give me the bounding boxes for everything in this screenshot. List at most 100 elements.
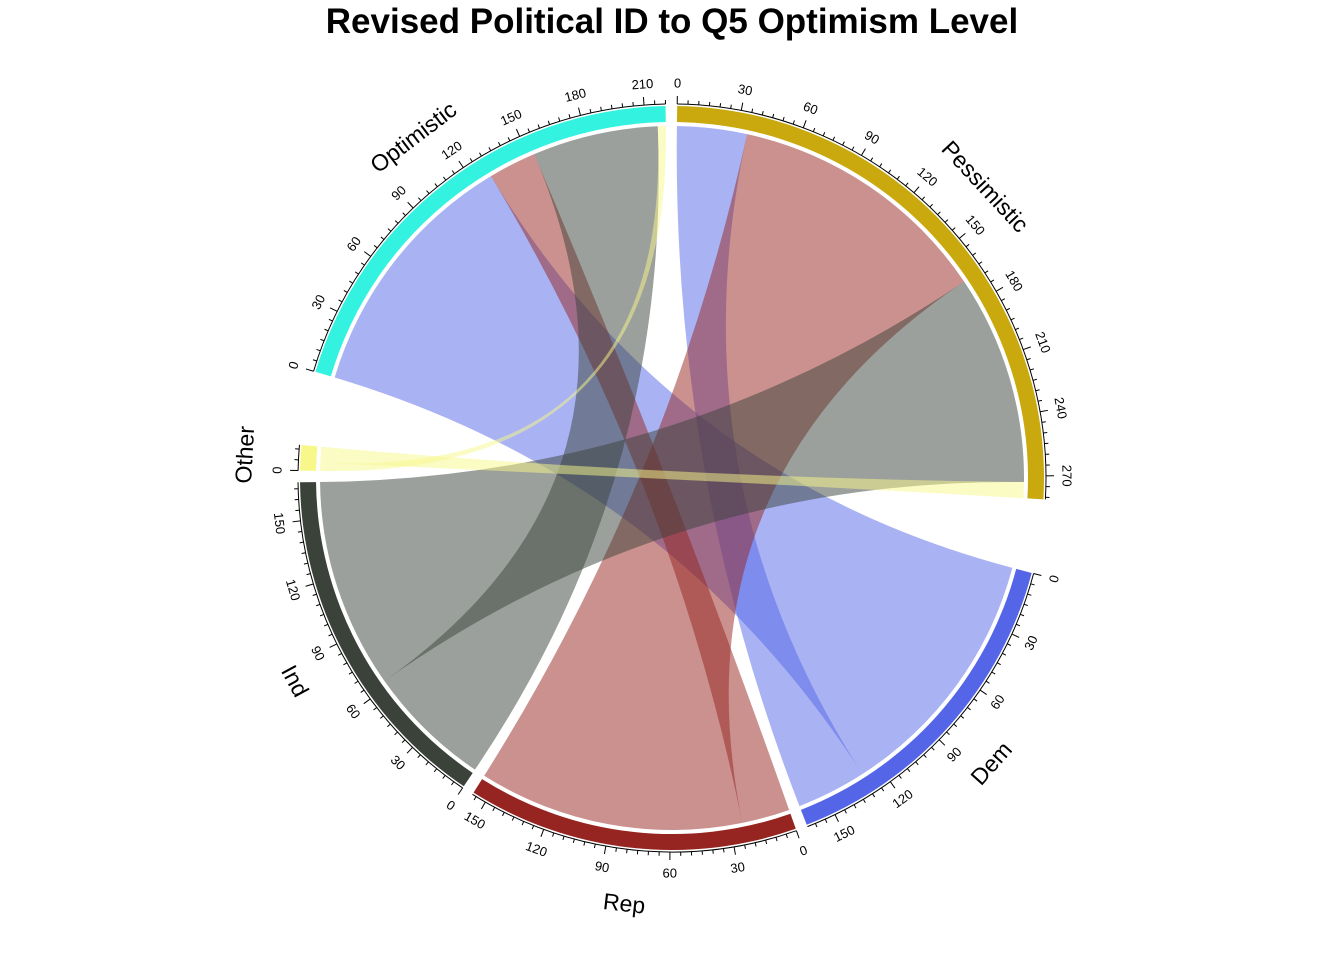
tick-mark-optimistic-180 bbox=[578, 107, 581, 116]
tick-mark-ind-115 bbox=[312, 593, 317, 596]
tick-mark-rep-135 bbox=[511, 816, 515, 821]
tick-mark-optimistic-115 bbox=[451, 170, 455, 175]
tick-mark-pessimistic-20 bbox=[719, 103, 722, 108]
tick-mark-optimistic-135 bbox=[488, 147, 492, 152]
tick-mark-pessimistic-50 bbox=[782, 116, 785, 121]
tick-mark-pessimistic-70 bbox=[822, 132, 826, 137]
tick-mark-optimistic-70 bbox=[380, 236, 385, 240]
chart-title: Revised Political ID to Q5 Optimism Leve… bbox=[325, 2, 1019, 41]
tick-mark-pessimistic-75 bbox=[832, 136, 836, 141]
tick-mark-pessimistic-190 bbox=[1006, 307, 1011, 311]
sector-ring-rep bbox=[473, 779, 796, 850]
tick-mark-pessimistic-125 bbox=[921, 196, 926, 201]
tick-mark-ind-30 bbox=[406, 747, 413, 754]
tick-mark-rep-120 bbox=[540, 829, 545, 837]
sector-other: 0 Other bbox=[230, 425, 318, 484]
tick-mark-optimistic-150 bbox=[515, 128, 521, 137]
tick-mark-optimistic-5 bbox=[312, 359, 317, 362]
tick-mark-optimistic-130 bbox=[479, 152, 482, 157]
tick-mark-pessimistic-60 bbox=[802, 120, 807, 128]
tick-mark-dem-45 bbox=[996, 662, 1001, 666]
tick-mark-pessimistic-220 bbox=[1029, 368, 1035, 371]
tick-label-pessimistic-210: 210 bbox=[1032, 330, 1054, 356]
tick-mark-pessimistic-170 bbox=[984, 270, 989, 274]
tick-mark-pessimistic-45 bbox=[772, 113, 775, 118]
tick-mark-ind-65 bbox=[360, 689, 365, 693]
tick-mark-pessimistic-185 bbox=[1001, 298, 1006, 302]
tick-label-dem-0: 0 bbox=[1046, 573, 1062, 584]
tick-mark-ind-0 bbox=[457, 787, 464, 795]
tick-mark-rep-110 bbox=[562, 835, 565, 841]
tick-mark-optimistic-105 bbox=[434, 183, 438, 188]
tick-mark-optimistic-40 bbox=[343, 289, 348, 293]
sector-label-rep: Rep bbox=[602, 888, 647, 919]
tick-mark-optimistic-60 bbox=[363, 251, 372, 257]
tick-mark-optimistic-155 bbox=[527, 128, 530, 133]
tick-label-pessimistic-120: 120 bbox=[914, 164, 940, 189]
tick-mark-dem-95 bbox=[931, 746, 935, 751]
tick-label-ind-90: 90 bbox=[308, 643, 328, 663]
sector-label-dem: Dem bbox=[965, 736, 1017, 790]
tick-mark-optimistic-10 bbox=[316, 348, 321, 352]
tick-mark-optimistic-35 bbox=[338, 299, 343, 303]
tick-mark-ind-75 bbox=[348, 671, 353, 675]
tick-mark-optimistic-190 bbox=[600, 106, 602, 111]
tick-label-optimistic-30: 30 bbox=[308, 292, 328, 312]
tick-label-optimistic-90: 90 bbox=[388, 182, 409, 203]
tick-label-pessimistic-150: 150 bbox=[963, 212, 988, 238]
tick-mark-ind-25 bbox=[417, 754, 421, 759]
tick-label-pessimistic-30: 30 bbox=[737, 81, 754, 98]
tick-mark-pessimistic-25 bbox=[730, 104, 732, 109]
tick-mark-pessimistic-235 bbox=[1037, 399, 1043, 402]
tick-mark-dem-55 bbox=[985, 680, 990, 684]
tick-mark-optimistic-110 bbox=[443, 176, 447, 181]
tick-mark-pessimistic-230 bbox=[1035, 389, 1040, 392]
tick-mark-optimistic-145 bbox=[507, 137, 511, 142]
tick-label-dem-150: 150 bbox=[831, 822, 857, 845]
tick-mark-pessimistic-240 bbox=[1039, 409, 1049, 413]
tick-mark-dem-105 bbox=[915, 761, 919, 766]
tick-mark-dem-145 bbox=[844, 809, 847, 814]
tick-mark-dem-75 bbox=[960, 715, 965, 719]
tick-mark-pessimistic-145 bbox=[951, 227, 956, 231]
tick-mark-ind-5 bbox=[451, 781, 455, 786]
tick-mark-dem-125 bbox=[881, 787, 885, 792]
tick-mark-pessimistic-35 bbox=[751, 108, 754, 113]
tick-mark-rep-35 bbox=[722, 848, 725, 853]
tick-mark-optimistic-95 bbox=[417, 197, 422, 202]
tick-mark-optimistic-50 bbox=[354, 271, 359, 275]
tick-mark-dem-65 bbox=[973, 698, 978, 702]
tick-label-ind-150: 150 bbox=[271, 512, 288, 535]
tick-mark-pessimistic-115 bbox=[905, 182, 909, 187]
tick-mark-optimistic-170 bbox=[558, 117, 561, 122]
sector-axis-optimistic bbox=[313, 103, 666, 372]
tick-mark-optimistic-85 bbox=[402, 212, 406, 216]
tick-mark-pessimistic-120 bbox=[913, 186, 920, 194]
tick-mark-pessimistic-90 bbox=[860, 148, 866, 156]
links-layer bbox=[320, 126, 1025, 830]
tick-mark-pessimistic-155 bbox=[965, 243, 970, 248]
tick-mark-dem-20 bbox=[1020, 613, 1025, 617]
tick-label-rep-60: 60 bbox=[663, 865, 678, 880]
tick-mark-pessimistic-95 bbox=[870, 157, 874, 162]
tick-mark-dem-50 bbox=[991, 671, 996, 675]
tick-mark-pessimistic-140 bbox=[944, 219, 949, 223]
tick-label-optimistic-210: 210 bbox=[631, 76, 654, 93]
tick-mark-ind-90 bbox=[329, 643, 338, 648]
tick-label-optimistic-0: 0 bbox=[285, 360, 301, 371]
tick-mark-pessimistic-55 bbox=[792, 120, 795, 125]
tick-mark-dem-30 bbox=[1011, 633, 1020, 638]
sector-label-ind: Ind bbox=[276, 661, 314, 701]
tick-mark-ind-145 bbox=[297, 531, 302, 533]
tick-mark-optimistic-160 bbox=[537, 124, 540, 129]
tick-mark-dem-150 bbox=[834, 814, 839, 823]
tick-mark-optimistic-65 bbox=[373, 244, 378, 249]
chord-link-rep-optimistic bbox=[490, 154, 790, 823]
tick-mark-ind-80 bbox=[343, 662, 348, 666]
tick-mark-ind-105 bbox=[319, 613, 324, 617]
tick-mark-rep-125 bbox=[531, 825, 535, 830]
tick-mark-dem-60 bbox=[979, 689, 987, 695]
tick-mark-rep-15 bbox=[765, 839, 768, 845]
tick-label-pessimistic-90: 90 bbox=[862, 127, 882, 147]
tick-label-dem-120: 120 bbox=[889, 786, 915, 811]
